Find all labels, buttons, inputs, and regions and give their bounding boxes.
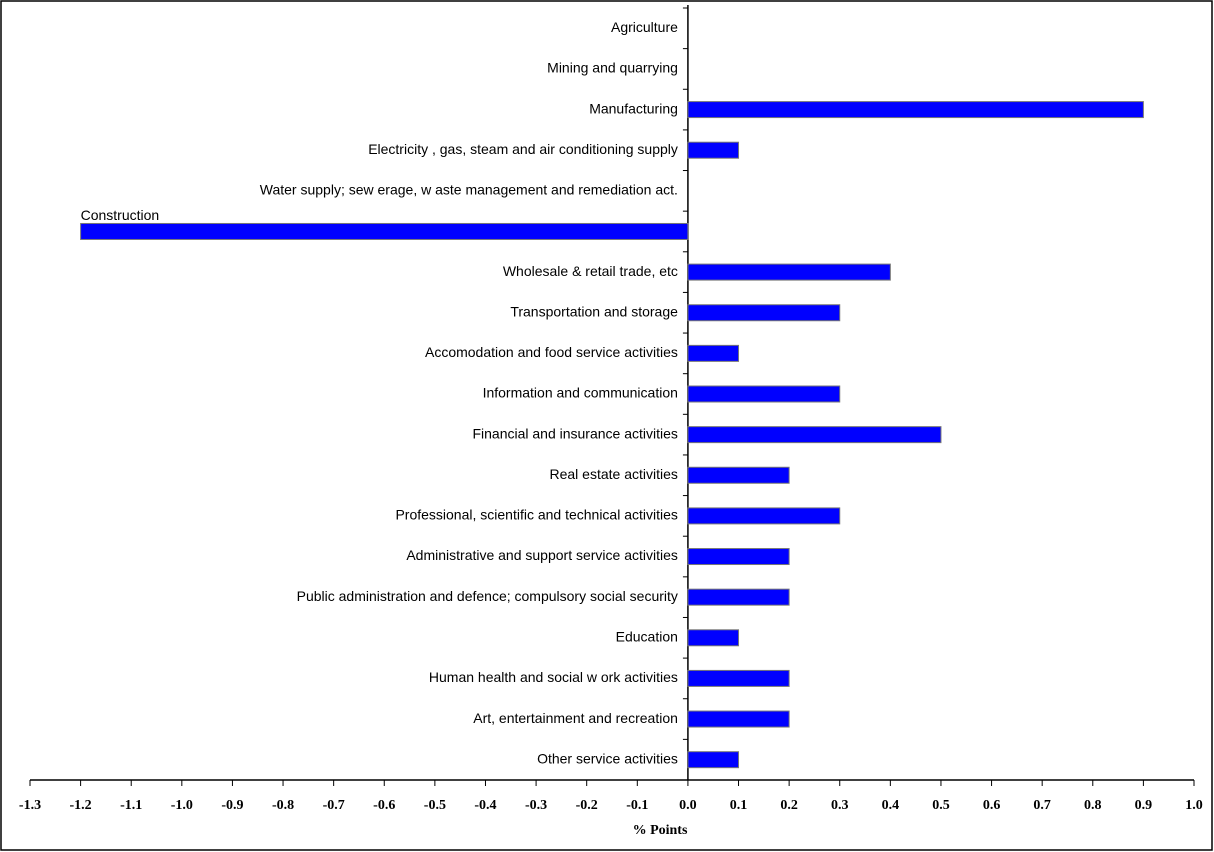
bar bbox=[687, 263, 891, 281]
x-axis-title: % Points bbox=[633, 823, 688, 838]
bar bbox=[687, 669, 790, 687]
bar bbox=[687, 710, 790, 728]
category-label: Art, entertainment and recreation bbox=[473, 710, 678, 726]
x-tick-label: 0.7 bbox=[1033, 798, 1051, 813]
x-tick-label: -0.3 bbox=[525, 798, 547, 813]
x-tick-label: -0.6 bbox=[373, 798, 395, 813]
x-tick-label: -0.7 bbox=[323, 798, 345, 813]
category-label: Information and communication bbox=[483, 385, 678, 401]
x-tick-label: -1.0 bbox=[171, 798, 193, 813]
category-label: Mining and quarrying bbox=[547, 60, 678, 76]
x-tick-label: 0.1 bbox=[730, 798, 748, 813]
category-label: Professional, scientific and technical a… bbox=[395, 507, 677, 523]
x-tick-label: -0.2 bbox=[576, 798, 598, 813]
x-tick-label: -0.1 bbox=[626, 798, 648, 813]
bar bbox=[687, 548, 790, 566]
x-tick-label: 0.5 bbox=[932, 798, 950, 813]
x-tick-label: 0.3 bbox=[831, 798, 849, 813]
category-label: Real estate activities bbox=[550, 466, 678, 482]
category-label: Construction bbox=[81, 207, 160, 223]
category-label: Other service activities bbox=[537, 750, 678, 766]
x-tick-label: -1.1 bbox=[120, 798, 142, 813]
x-tick-label: 1.0 bbox=[1185, 798, 1203, 813]
bar bbox=[687, 141, 740, 159]
category-label: Wholesale & retail trade, etc bbox=[503, 263, 678, 279]
bar bbox=[687, 304, 841, 322]
category-label: Electricity , gas, steam and air conditi… bbox=[368, 141, 678, 157]
category-label: Water supply; sew erage, w aste manageme… bbox=[260, 182, 678, 198]
bar bbox=[687, 385, 841, 403]
category-label: Administrative and support service activ… bbox=[406, 547, 678, 563]
category-label: Financial and insurance activities bbox=[472, 425, 677, 441]
x-tick-label: -0.9 bbox=[221, 798, 243, 813]
category-label: Public administration and defence; compu… bbox=[297, 588, 678, 604]
x-tick-label: -1.2 bbox=[70, 798, 92, 813]
x-tick-label: 0.9 bbox=[1135, 798, 1153, 813]
category-label: Agriculture bbox=[611, 19, 678, 35]
bar bbox=[687, 629, 740, 647]
bar bbox=[687, 466, 790, 484]
category-label: Human health and social w ork activities bbox=[429, 669, 678, 685]
bar bbox=[687, 344, 740, 362]
bar bbox=[687, 101, 1144, 119]
x-tick-label: 0.2 bbox=[780, 798, 798, 813]
category-label: Education bbox=[616, 628, 678, 644]
bar bbox=[687, 588, 790, 606]
x-tick-label: -1.3 bbox=[19, 798, 41, 813]
x-tick-label: 0.6 bbox=[983, 798, 1001, 813]
bar bbox=[687, 751, 740, 769]
category-label: Manufacturing bbox=[589, 100, 678, 116]
bar bbox=[80, 222, 689, 240]
x-tick-label: 0.4 bbox=[882, 798, 900, 813]
bar bbox=[687, 426, 942, 444]
x-tick-label: 0.8 bbox=[1084, 798, 1102, 813]
x-tick-label: -0.5 bbox=[424, 798, 446, 813]
category-label: Accomodation and food service activities bbox=[425, 344, 678, 360]
category-label: Transportation and storage bbox=[510, 303, 678, 319]
bar bbox=[687, 507, 841, 525]
x-tick-label: -0.4 bbox=[474, 798, 496, 813]
x-tick-label: -0.8 bbox=[272, 798, 294, 813]
x-tick-label: 0.0 bbox=[679, 798, 697, 813]
